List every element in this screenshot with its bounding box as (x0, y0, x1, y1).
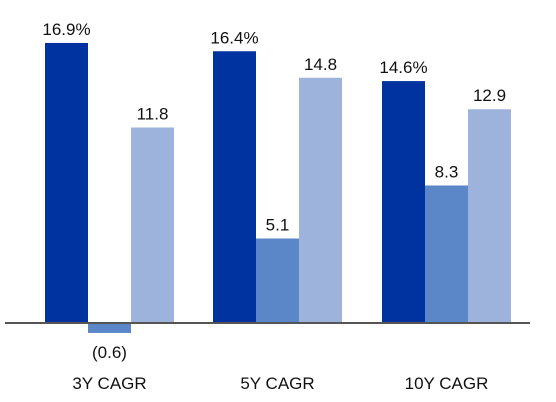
bar-2-1 (425, 185, 468, 323)
bar-1-0 (213, 51, 256, 323)
x-axis-labels: 3Y CAGR 5Y CAGR 10Y CAGR (72, 374, 488, 393)
bars-layer (45, 42, 511, 333)
data-label-1-2: 14.8 (304, 55, 337, 74)
bar-0-2 (131, 127, 174, 323)
data-labels-layer: 16.9% (0.6) 11.8 16.4% 5.1 14.8 14.6% 8.3 12.9 (42, 20, 506, 362)
data-label-0-2: 11.8 (137, 104, 169, 123)
x-tick-label-1: 5Y CAGR (240, 374, 314, 393)
bar-2-0 (382, 81, 425, 323)
data-label-1-1: 5.1 (266, 215, 290, 234)
data-label-2-2: 12.9 (473, 86, 506, 105)
bar-2-2 (468, 109, 511, 323)
data-label-0-1: (0.6) (92, 343, 127, 362)
bar-0-0 (45, 42, 88, 323)
bar-1-1 (256, 238, 299, 323)
bar-0-1 (88, 323, 131, 333)
data-label-0-0: 16.9% (42, 20, 90, 39)
data-label-2-1: 8.3 (435, 162, 459, 181)
data-label-1-0: 16.4% (210, 28, 258, 47)
x-tick-label-2: 10Y CAGR (405, 374, 489, 393)
data-label-2-0: 14.6% (379, 58, 427, 77)
x-tick-label-0: 3Y CAGR (72, 374, 146, 393)
bar-1-2 (299, 77, 342, 323)
